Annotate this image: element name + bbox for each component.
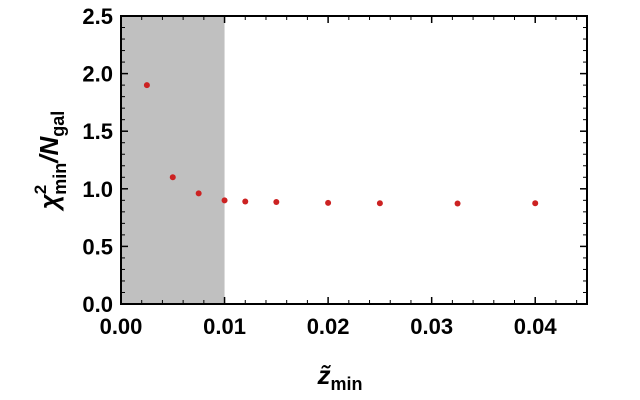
y-axis-label-sub: min — [50, 163, 70, 195]
data-point-5 — [242, 198, 249, 205]
data-point-8 — [376, 200, 383, 207]
data-point-9 — [454, 200, 461, 207]
x-axis-ticks: 0.00 0.01 0.02 0.03 0.04 — [100, 16, 578, 339]
x-tick-label: 0.04 — [514, 314, 558, 339]
x-tick-label: 0.03 — [410, 314, 453, 339]
y-tick-label: 1.5 — [82, 119, 113, 144]
y-tick-label: 2.5 — [82, 4, 113, 29]
y-tick-label: 0.5 — [82, 234, 113, 259]
y-axis-label-rest: /N — [34, 136, 64, 164]
x-axis-label: z̃min — [316, 360, 362, 394]
y-axis-label-rest-sub: gal — [48, 111, 68, 137]
y-tick-label: 1.0 — [82, 177, 113, 202]
shaded-region — [121, 16, 225, 304]
x-axis-label-sub: min — [330, 374, 362, 394]
y-axis-label: χ2min/Ngal — [31, 111, 70, 213]
y-axis-label-main: χ — [34, 193, 64, 212]
x-tick-label: 0.01 — [203, 314, 246, 339]
x-tick-label: 0.02 — [307, 314, 350, 339]
data-point-10 — [532, 200, 539, 207]
y-axis-label-sup: 2 — [31, 185, 50, 194]
data-point-2 — [169, 174, 176, 181]
data-point-3 — [195, 190, 202, 197]
data-point-4 — [221, 197, 228, 204]
data-point-1 — [143, 82, 150, 89]
shaded-region-layer — [121, 16, 225, 304]
data-point-6 — [273, 199, 280, 206]
y-tick-label: 2.0 — [82, 62, 113, 87]
plot-frame — [120, 15, 588, 305]
y-tick-label: 0.0 — [82, 292, 113, 317]
data-point-7 — [325, 199, 332, 206]
y-axis-ticks: 0.0 0.5 1.0 1.5 2.0 2.5 — [82, 4, 587, 317]
data-points-layer — [143, 82, 539, 207]
x-axis-label-main: z̃ — [316, 360, 331, 390]
x-tick-label: 0.00 — [100, 314, 143, 339]
